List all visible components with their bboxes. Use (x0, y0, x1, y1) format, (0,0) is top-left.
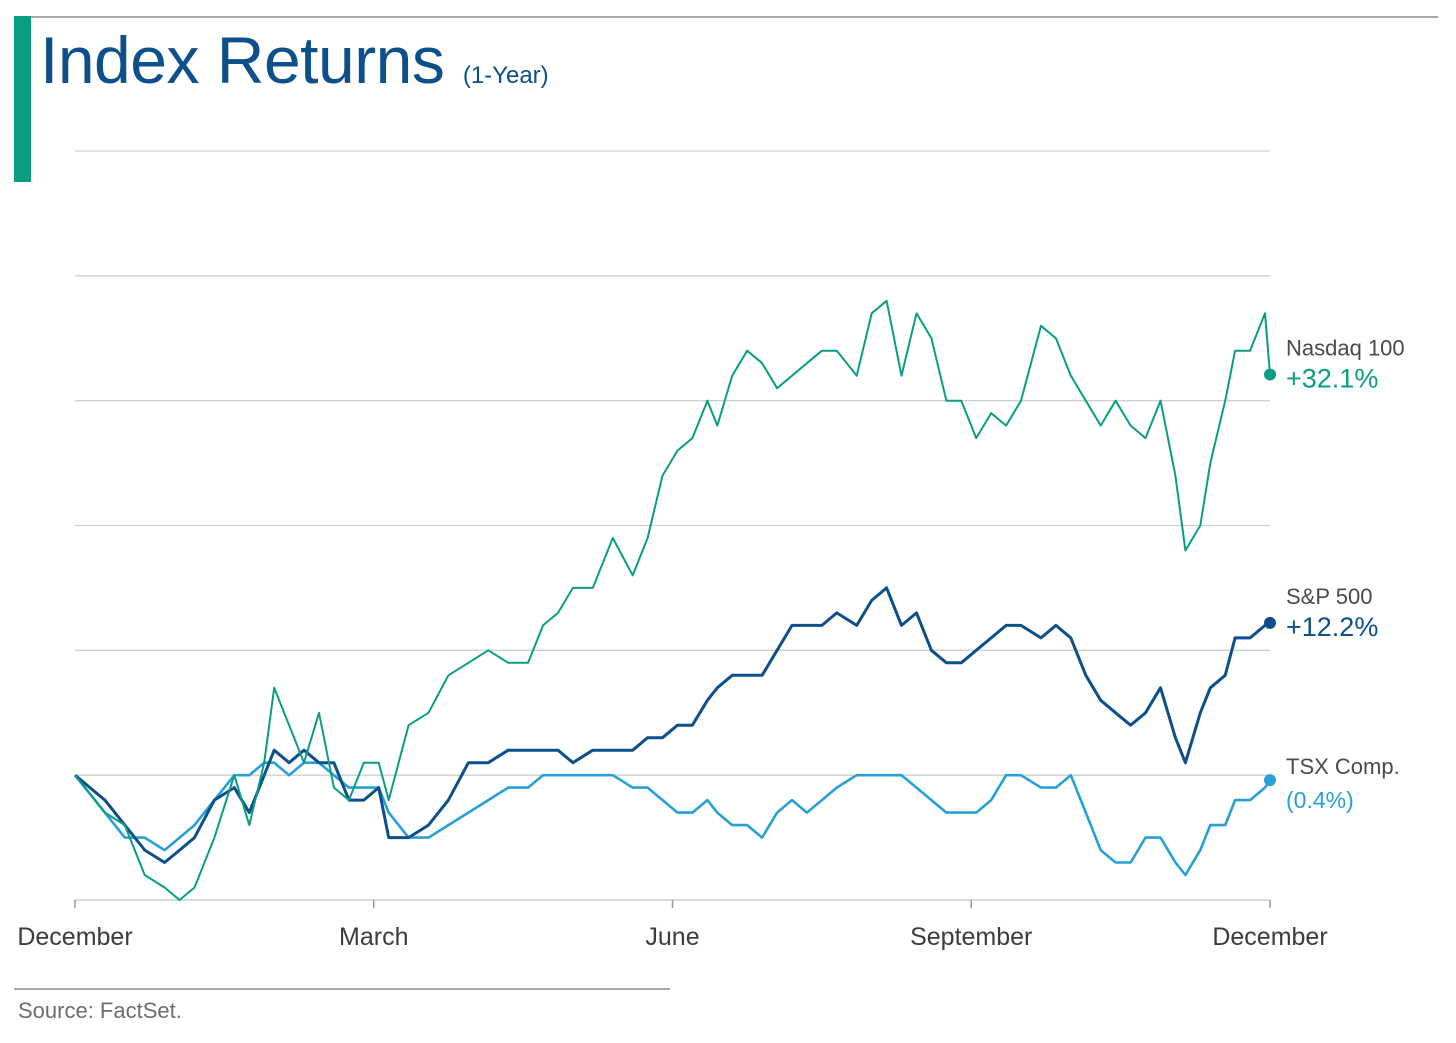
series-end-marker-0 (1264, 368, 1276, 381)
series-line-1 (74, 586, 1271, 864)
series-end-marker-1 (1264, 616, 1276, 629)
series-name-label-1: S&P 500 (1286, 584, 1372, 609)
top-rule (14, 16, 1438, 18)
chart-title-block: Index Returns (1-Year) (40, 22, 549, 98)
accent-bar (14, 16, 31, 182)
series-name-label-0: Nasdaq 100 (1286, 335, 1405, 360)
series-line-0 (74, 299, 1271, 901)
source-rule (14, 988, 670, 990)
series-value-label-2: (0.4%) (1286, 787, 1354, 813)
series-value-label-1: +12.2% (1286, 612, 1378, 642)
series-value-label-0: +32.1% (1286, 363, 1378, 393)
source-note: Source: FactSet. (18, 998, 182, 1023)
x-tick-label-0: December (17, 923, 132, 951)
x-tick-label-1: March (339, 923, 408, 951)
series-lines (73, 299, 1272, 901)
series-end-marker-2 (1264, 774, 1276, 787)
series-line-2 (73, 761, 1272, 877)
gridlines (75, 150, 1270, 776)
end-labels: Nasdaq 100 +32.1% S&P 500 +12.2% TSX Comp. (0… (1264, 335, 1405, 813)
chart-title: Index Returns (40, 23, 445, 97)
x-tick-label-4: December (1212, 923, 1327, 951)
series-name-label-2: TSX Comp. (1286, 754, 1400, 779)
x-tick-label-3: September (910, 923, 1032, 951)
x-axis: December March June September December (17, 899, 1328, 951)
x-tick-label-2: June (645, 923, 699, 951)
chart-subtitle: (1-Year) (462, 62, 549, 89)
